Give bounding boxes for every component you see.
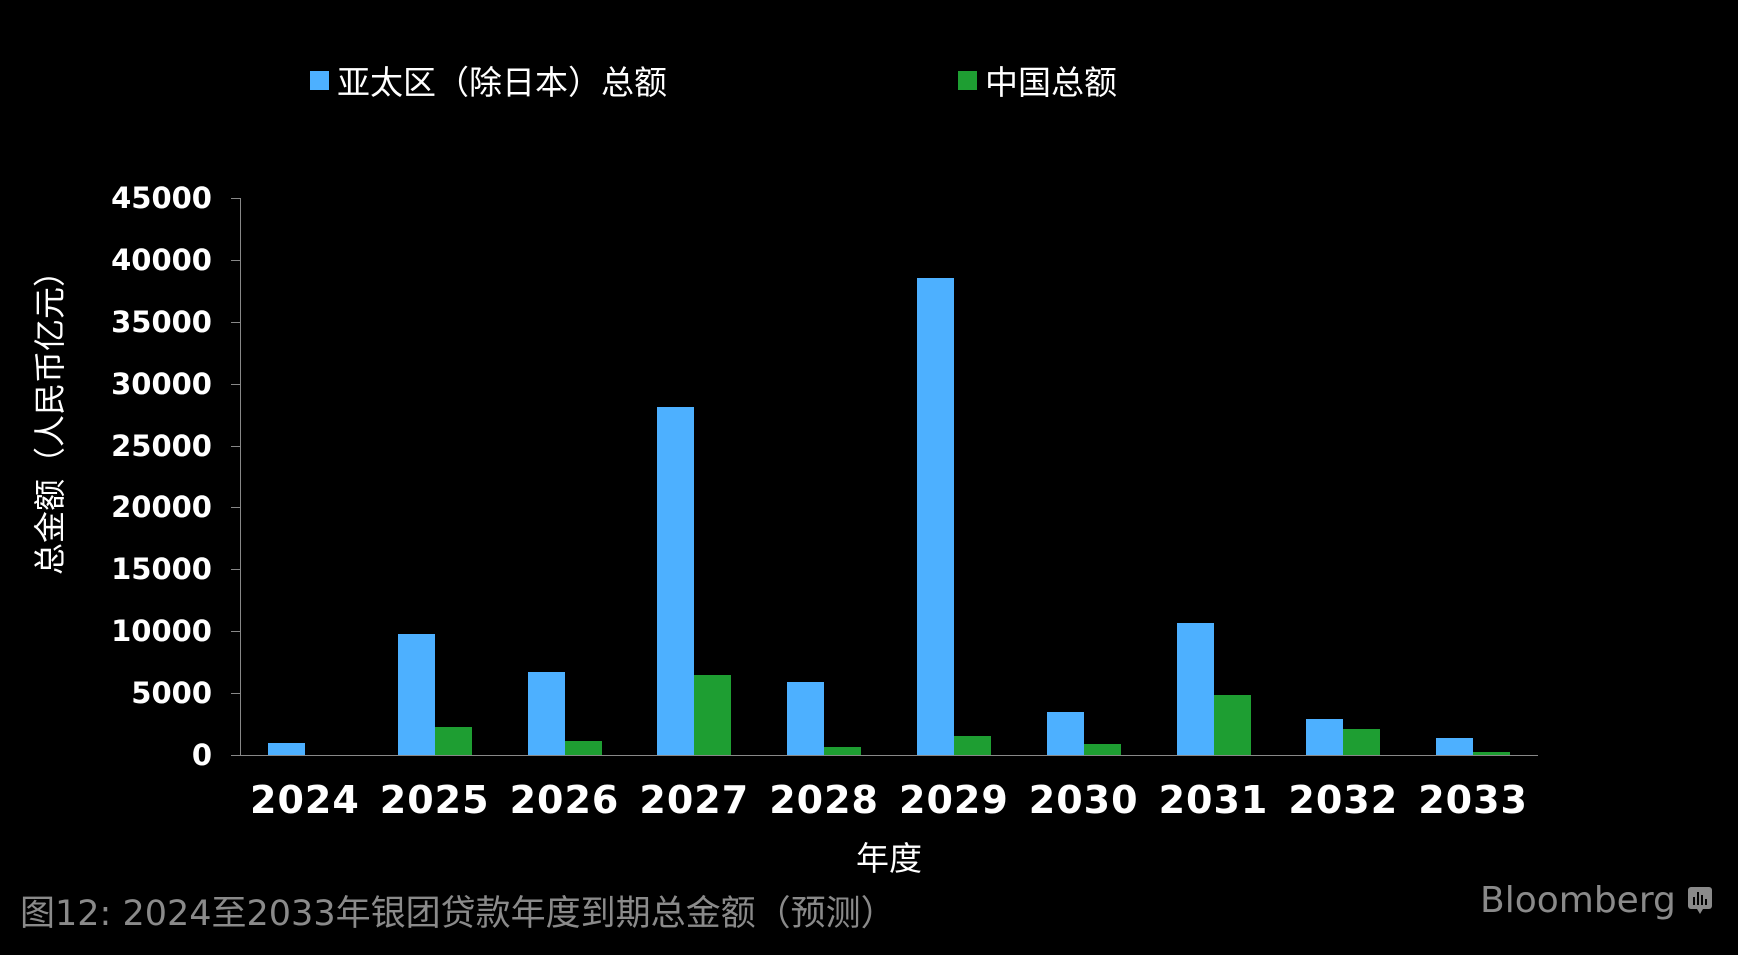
legend-label-apac: 亚太区（除日本）总额 [337, 63, 667, 102]
legend-item-china: 中国总额 [958, 56, 1117, 104]
y-tick-label: 25000 [111, 428, 212, 463]
x-tick-label: 2024 [250, 778, 360, 822]
x-tick-label: 2031 [1158, 778, 1269, 822]
y-axis-title: 总金额（人民币亿元） [26, 240, 70, 590]
y-tick-mark [231, 507, 240, 509]
bar-apac [1306, 719, 1344, 755]
brand-name: Bloomberg [1480, 880, 1676, 921]
x-tick-label: 2032 [1288, 778, 1399, 822]
y-tick-label: 30000 [111, 366, 212, 401]
x-tick-label: 2028 [769, 778, 879, 822]
legend-swatch-apac [310, 70, 329, 90]
x-tick-label: 2027 [639, 778, 750, 822]
y-tick-mark [231, 321, 240, 323]
bar-china [1083, 743, 1121, 755]
y-tick-mark [231, 445, 240, 447]
bar-apac [1176, 622, 1214, 755]
bar-apac [397, 633, 435, 755]
bar-apac [1046, 711, 1084, 755]
y-axis-line [240, 198, 241, 755]
x-tick-label: 2033 [1418, 778, 1528, 822]
bar-china [1473, 751, 1511, 755]
bar-apac [787, 681, 825, 755]
y-tick-label: 15000 [111, 552, 212, 587]
bar-apac [267, 742, 305, 755]
y-tick-mark [231, 569, 240, 571]
x-tick-label: 2029 [899, 778, 1009, 822]
bar-china [824, 746, 862, 755]
x-tick-label: 2026 [509, 778, 620, 822]
figure-caption: 图12: 2024至2033年银团贷款年度到期总金额（预测） [20, 894, 896, 934]
bar-apac [916, 278, 954, 755]
x-axis-title: 年度 [856, 839, 922, 878]
bar-china [434, 727, 472, 755]
x-axis-line [231, 755, 1538, 756]
bloomberg-chart-icon [1687, 886, 1712, 914]
x-tick-label: 2025 [379, 778, 490, 822]
y-tick-label: 20000 [111, 490, 212, 525]
bar-china [953, 736, 991, 755]
legend-label-china: 中国总额 [985, 63, 1117, 102]
y-tick-mark [231, 693, 240, 695]
y-tick-label: 45000 [111, 181, 212, 215]
y-tick-mark [231, 198, 240, 199]
bar-apac [1436, 737, 1474, 755]
bar-apac [527, 672, 565, 755]
bar-china [564, 741, 602, 755]
bloomberg-logo: Bloomberg [1480, 880, 1712, 921]
bar-china [694, 674, 732, 755]
x-tick-label: 2030 [1028, 778, 1139, 822]
y-axis-title-text: 总金额（人民币亿元） [31, 254, 70, 576]
y-tick-mark [231, 383, 240, 385]
y-tick-label: 10000 [111, 614, 212, 649]
y-tick-label: 40000 [111, 242, 212, 277]
y-tick-label: 5000 [131, 676, 212, 711]
bar-apac [657, 407, 695, 755]
y-tick-label: 35000 [111, 304, 212, 339]
y-tick-mark [231, 259, 240, 261]
y-tick-label: 0 [191, 738, 212, 772]
bar-china [1213, 694, 1251, 755]
y-tick-mark [231, 631, 240, 633]
bar-china [1343, 729, 1381, 755]
legend-swatch-china [958, 70, 977, 90]
chart-legend: 亚太区（除日本）总额 中国总额 [0, 56, 1738, 102]
legend-item-apac: 亚太区（除日本）总额 [310, 56, 667, 104]
